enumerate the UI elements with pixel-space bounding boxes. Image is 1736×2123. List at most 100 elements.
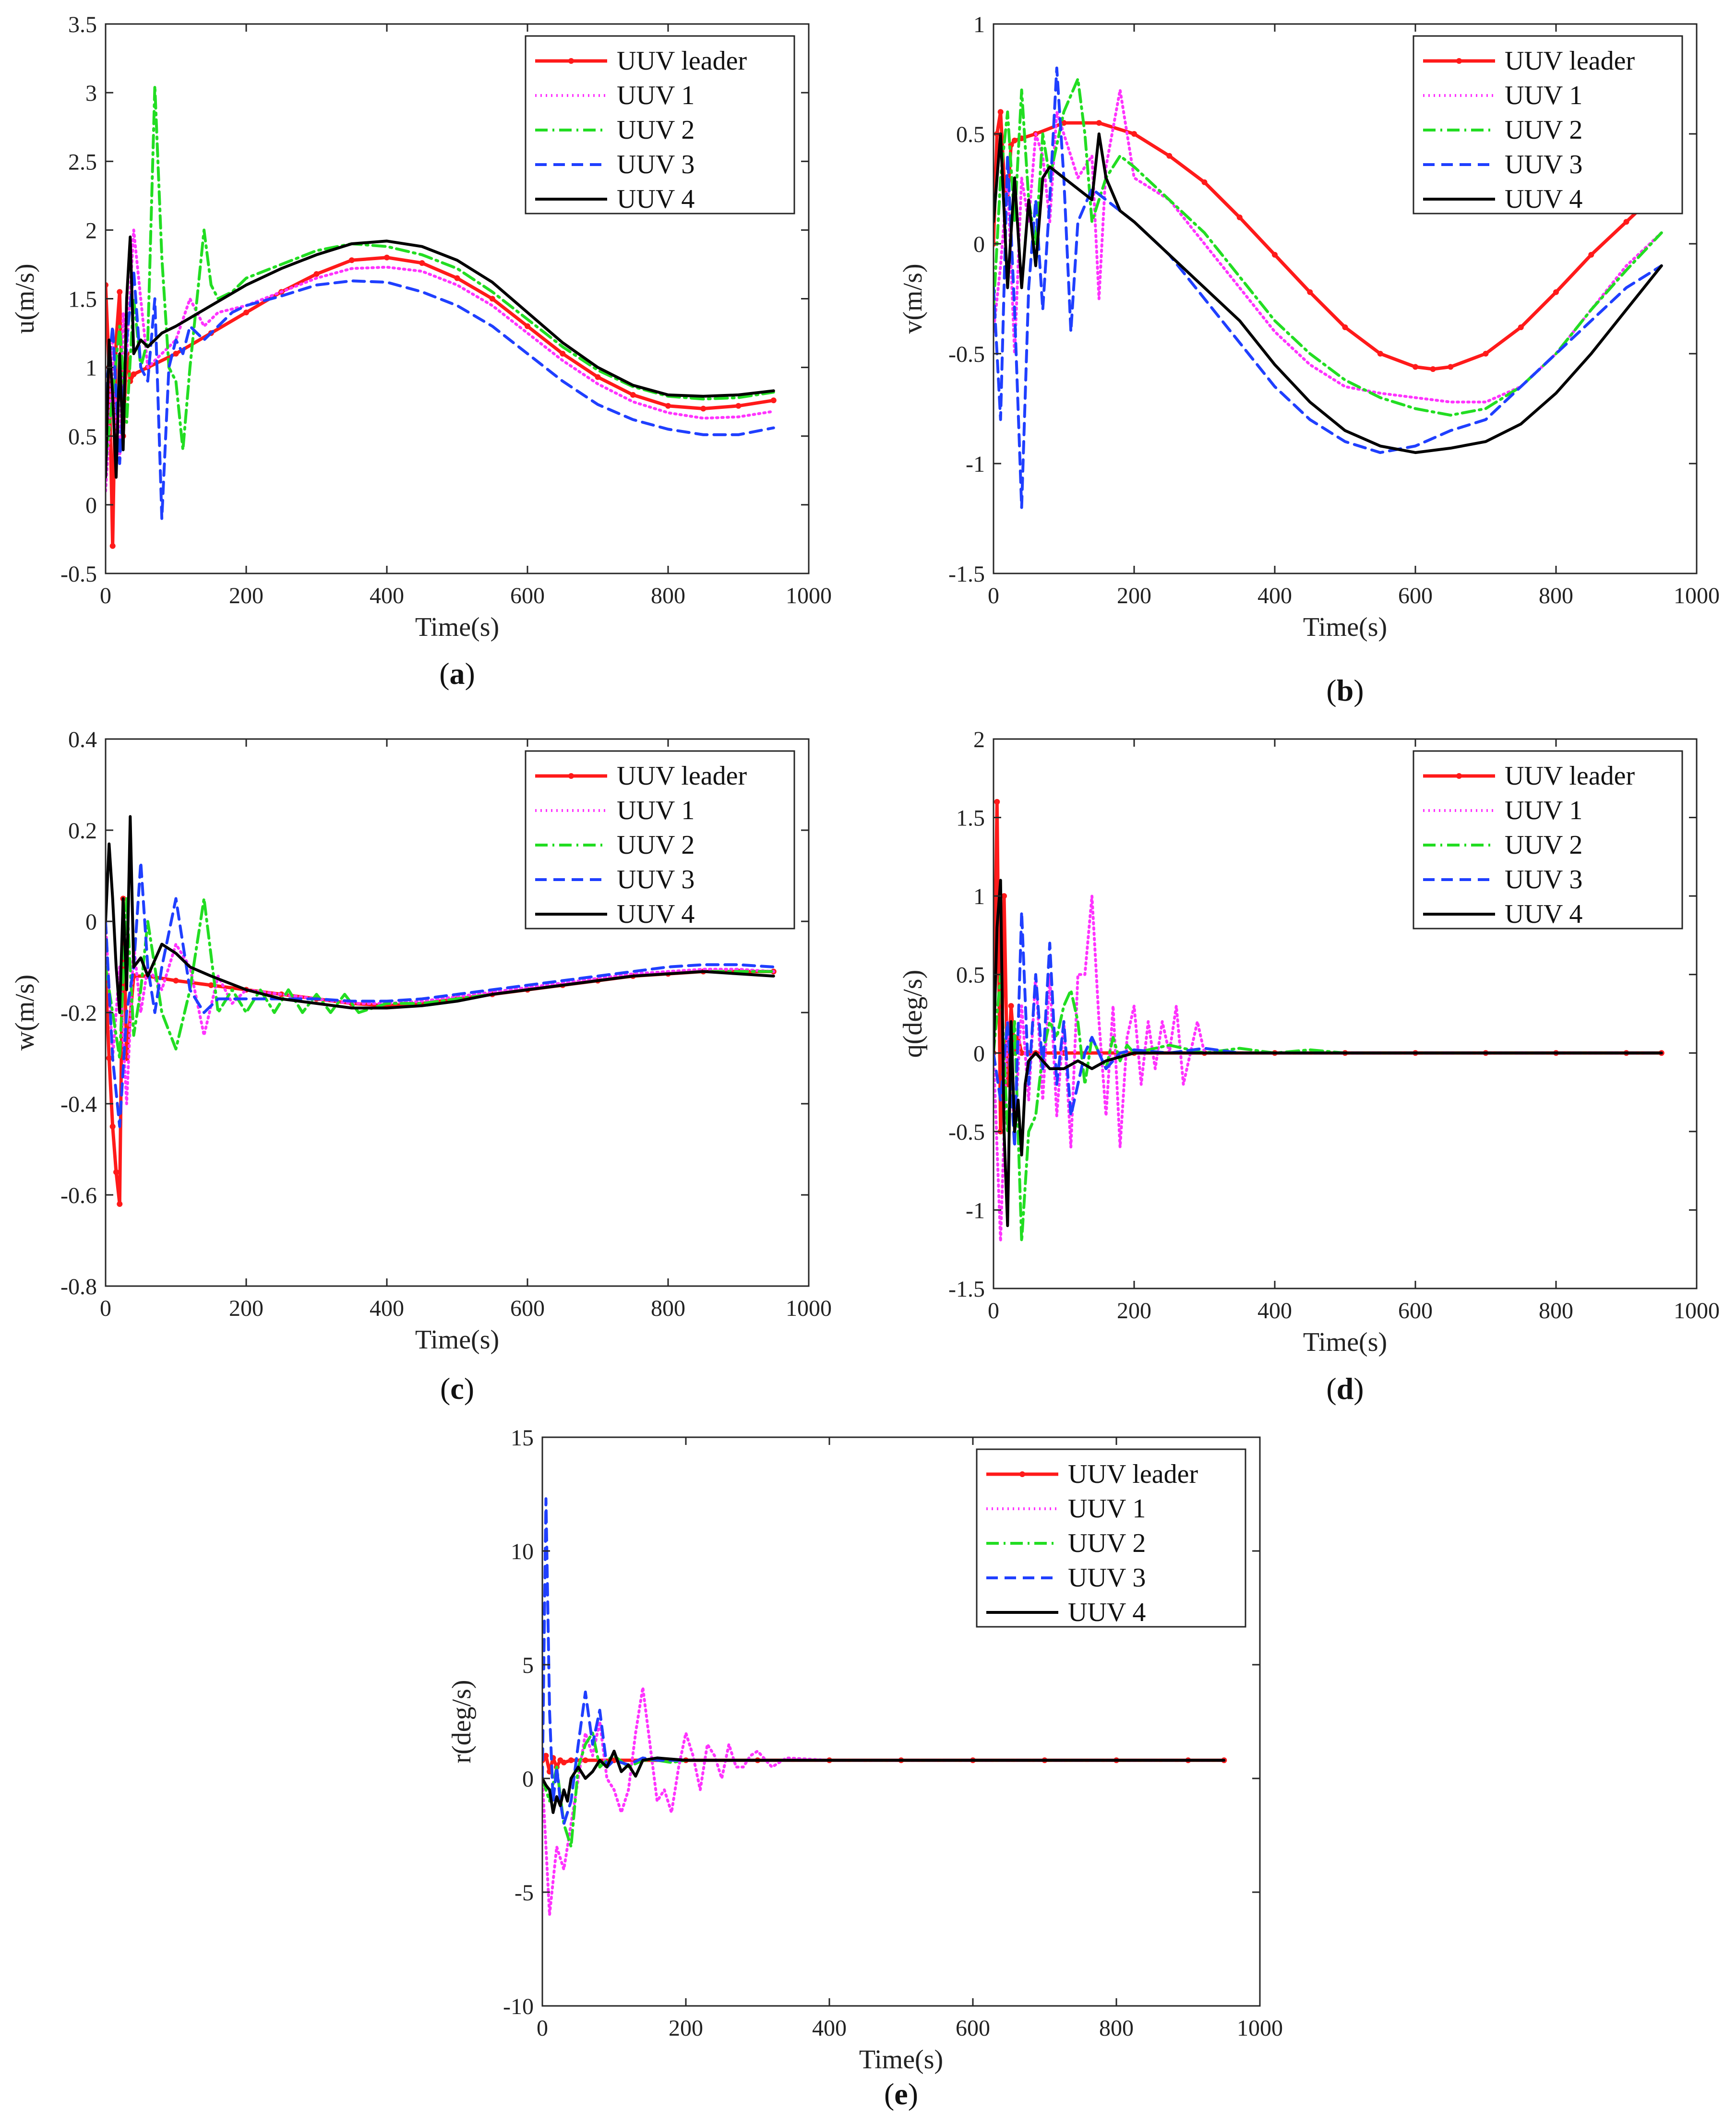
x-tick-label: 200: [1117, 583, 1151, 608]
legend-entry: UUV leader: [617, 46, 747, 76]
data-point: [1623, 219, 1629, 225]
legend-entry: UUV 1: [617, 81, 694, 110]
y-tick-label: 0.5: [956, 122, 985, 147]
series-group: [106, 815, 777, 1207]
y-tick-label: -1.5: [948, 1276, 985, 1302]
data-point: [1236, 215, 1243, 220]
data-point: [1553, 289, 1559, 295]
data-point: [1377, 351, 1383, 357]
x-tick-label: 0: [100, 1296, 111, 1321]
x-tick-label: 1000: [1674, 1298, 1720, 1324]
data-point: [1008, 1003, 1014, 1009]
x-axis-label: Time(s): [859, 2045, 943, 2075]
y-axis-label: u(m/s): [10, 263, 40, 334]
x-tick-label: 1000: [1674, 583, 1720, 608]
legend-box: [525, 35, 795, 215]
data-point: [419, 260, 425, 266]
chart-panel-e: 0 200 400 600 800 1000 -10 -5 0 5 10 15 Time(s) r(deg…: [447, 1425, 1283, 2111]
data-point: [997, 109, 1004, 115]
data-point: [1413, 364, 1418, 370]
x-tick-label: 800: [1539, 1298, 1573, 1324]
data-point: [1166, 153, 1173, 159]
y-tick-label: 1.5: [68, 287, 97, 312]
chart-panel-d: 0 200 400 600 800 1000 -1.5 -1 -0.5 0 0.5 1 1.5 2 Time…: [898, 727, 1720, 1406]
series-line-uuv-1: [106, 228, 775, 493]
data-point: [630, 392, 636, 398]
legend-marker: [568, 58, 574, 64]
x-tick-label: 400: [370, 1296, 404, 1321]
x-axis-label: Time(s): [415, 1325, 499, 1355]
x-tick-label: 800: [651, 583, 685, 608]
series-line-uuv-4: [106, 815, 775, 1014]
y-tick-label: 5: [522, 1653, 534, 1678]
data-point: [561, 1759, 567, 1765]
data-point: [106, 1055, 112, 1061]
y-tick-label: 0: [85, 909, 97, 935]
data-point: [1307, 289, 1313, 295]
x-tick-label: 200: [229, 583, 263, 608]
y-tick-label: 2.5: [68, 149, 97, 175]
axes-frame: [993, 738, 1698, 1289]
legend-entry: UUV 4: [1505, 184, 1582, 214]
data-point: [117, 289, 123, 295]
legend-box: [525, 750, 795, 930]
y-tick-label: 2: [85, 218, 97, 243]
data-point: [173, 978, 179, 984]
legend-entry: UUV leader: [617, 761, 747, 791]
series-group: [994, 799, 1664, 1243]
legend-entry: UUV 2: [1505, 115, 1582, 145]
y-tick-label: -0.4: [60, 1092, 97, 1117]
x-axis-label: Time(s): [1303, 612, 1387, 642]
y-axis-label: q(deg/s): [898, 970, 928, 1058]
data-point: [1483, 351, 1489, 357]
y-tick-label: 1: [85, 356, 97, 381]
data-point: [1131, 131, 1137, 137]
data-point: [1011, 137, 1018, 143]
data-point: [173, 351, 179, 357]
legend: UUV leader UUV 1 UUV 2 UUV 3 UUV 4: [1413, 35, 1683, 215]
x-tick-label: 1000: [786, 583, 832, 608]
x-tick-label: 0: [537, 2016, 548, 2041]
x-tick-label: 400: [1257, 1298, 1292, 1324]
y-tick-label: 0.4: [68, 727, 97, 752]
legend-entry: UUV 3: [617, 865, 694, 895]
x-tick-label: 1000: [1237, 2016, 1283, 2041]
x-tick-label: 800: [1099, 2016, 1134, 2041]
legend: UUV leader UUV 1 UUV 2 UUV 3 UUV 4: [525, 35, 795, 215]
data-point: [489, 296, 495, 302]
x-axis-label: Time(s): [415, 612, 499, 642]
data-point: [595, 374, 601, 380]
series-line-uuv-3: [542, 1497, 1226, 1825]
chart-panel-b: 0 200 400 600 800 1000 -1.5 -1 -0.5 0 0.5 1 Time(s) v…: [898, 12, 1720, 707]
series-line-uuv-3: [994, 910, 1663, 1149]
data-point: [1430, 366, 1436, 372]
panel-caption: (c): [440, 1372, 474, 1406]
y-tick-label: 0.2: [68, 818, 97, 844]
data-point: [243, 310, 249, 316]
data-point: [560, 351, 566, 357]
legend-entry: UUV 4: [1068, 1598, 1146, 1627]
y-tick-label: 2: [973, 727, 985, 752]
series-group: [542, 1497, 1227, 1917]
y-tick-label: 0: [522, 1766, 534, 1792]
legend-entry: UUV leader: [1068, 1459, 1198, 1489]
data-point: [1448, 364, 1454, 370]
x-tick-label: 600: [510, 583, 545, 608]
legend-entry: UUV leader: [1505, 761, 1635, 791]
x-tick-label: 200: [1117, 1298, 1151, 1324]
x-tick-label: 200: [669, 2016, 703, 2041]
y-tick-label: 1: [973, 884, 985, 909]
data-point: [1342, 324, 1348, 330]
legend-marker: [568, 773, 574, 779]
data-point: [131, 371, 137, 377]
legend-entry: UUV leader: [1505, 46, 1635, 76]
data-point: [525, 323, 530, 329]
y-tick-label: -0.2: [60, 1001, 97, 1026]
data-point: [313, 271, 320, 277]
x-tick-label: 800: [651, 1296, 685, 1321]
series-line-uuv-4: [994, 132, 1663, 454]
y-tick-label: 0: [973, 1041, 985, 1066]
legend-marker: [1456, 58, 1462, 64]
series-line-uuv-4: [542, 1750, 1226, 1814]
